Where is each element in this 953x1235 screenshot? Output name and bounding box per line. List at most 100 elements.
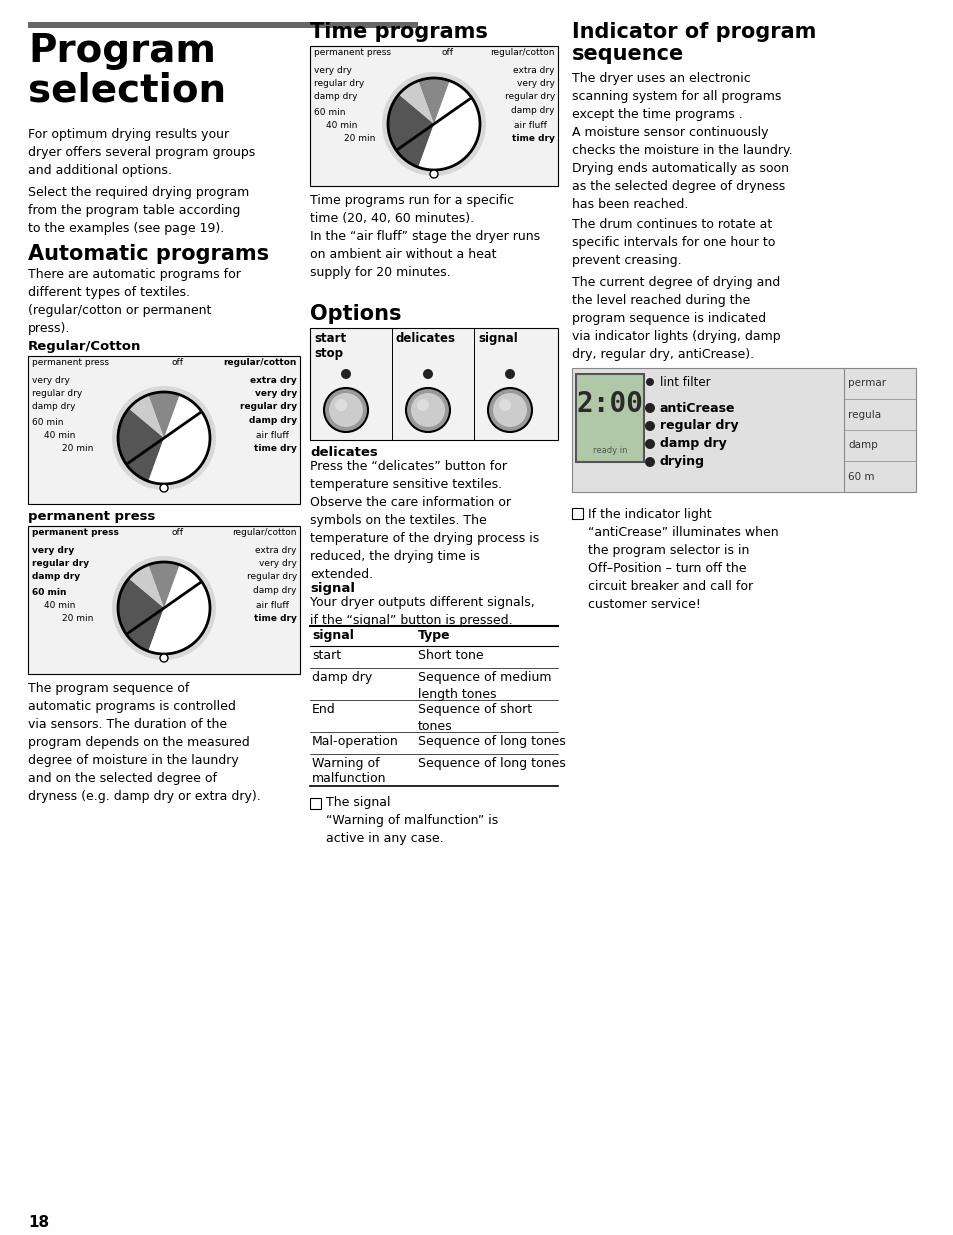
Circle shape	[430, 170, 437, 178]
Text: regular dry: regular dry	[314, 79, 364, 88]
Wedge shape	[148, 391, 179, 438]
Text: start
stop: start stop	[314, 332, 346, 359]
Wedge shape	[398, 80, 434, 124]
Text: If the indicator light
“antiCrease” illuminates when
the program selector is in
: If the indicator light “antiCrease” illu…	[587, 508, 778, 611]
Text: signal: signal	[312, 629, 354, 642]
Text: damp dry: damp dry	[511, 106, 555, 115]
Text: End: End	[312, 703, 335, 716]
Circle shape	[411, 393, 444, 427]
Text: regular/cotton: regular/cotton	[233, 529, 296, 537]
Text: very dry: very dry	[259, 559, 296, 568]
Text: regular dry: regular dry	[32, 559, 89, 568]
Bar	[310, 798, 320, 809]
Circle shape	[493, 393, 526, 427]
Text: Sequence of short
tones: Sequence of short tones	[417, 703, 532, 734]
Text: For optimum drying results your
dryer offers several program groups
and addition: For optimum drying results your dryer of…	[28, 128, 255, 177]
Circle shape	[416, 399, 429, 411]
Wedge shape	[118, 409, 164, 482]
Text: Program
selection: Program selection	[28, 32, 226, 110]
Text: Sequence of long tones: Sequence of long tones	[417, 757, 565, 769]
Text: delicates: delicates	[395, 332, 456, 345]
Text: very dry: very dry	[32, 546, 74, 555]
Circle shape	[488, 388, 532, 432]
Text: Automatic programs: Automatic programs	[28, 245, 269, 264]
Circle shape	[112, 387, 215, 490]
Wedge shape	[129, 395, 164, 438]
Circle shape	[160, 655, 168, 662]
Text: off: off	[441, 48, 454, 57]
Text: time dry: time dry	[253, 614, 296, 622]
Text: time dry: time dry	[512, 135, 555, 143]
Text: damp dry: damp dry	[253, 585, 296, 595]
Circle shape	[504, 369, 515, 379]
Wedge shape	[148, 564, 210, 655]
Text: Select the required drying program
from the program table according
to the examp: Select the required drying program from …	[28, 186, 249, 235]
Text: regular/cotton: regular/cotton	[490, 48, 555, 57]
Circle shape	[112, 556, 215, 659]
Text: 40 min: 40 min	[326, 121, 357, 130]
Text: 60 min: 60 min	[32, 588, 67, 597]
Bar	[576, 374, 643, 462]
Text: 40 min: 40 min	[44, 601, 75, 610]
Text: off: off	[172, 358, 184, 367]
Text: Options: Options	[310, 304, 401, 324]
Text: air fluff: air fluff	[514, 121, 546, 130]
Text: extra dry: extra dry	[250, 375, 296, 385]
Text: 40 min: 40 min	[44, 431, 75, 440]
Wedge shape	[417, 80, 479, 170]
Text: time dry: time dry	[253, 445, 296, 453]
Text: There are automatic programs for
different types of textiles.
(regular/cotton or: There are automatic programs for differe…	[28, 268, 240, 335]
Circle shape	[645, 378, 654, 387]
Text: permanent press: permanent press	[314, 48, 391, 57]
Bar	[572, 368, 915, 492]
Circle shape	[498, 399, 511, 411]
Text: The drum continues to rotate at
specific intervals for one hour to
prevent creas: The drum continues to rotate at specific…	[572, 219, 775, 267]
Text: permanent press: permanent press	[32, 529, 119, 537]
Circle shape	[160, 484, 168, 492]
Text: very dry: very dry	[314, 65, 352, 75]
Circle shape	[644, 438, 655, 450]
Text: air fluff: air fluff	[255, 431, 289, 440]
Text: 60 min: 60 min	[314, 107, 345, 117]
Text: extra dry: extra dry	[255, 546, 296, 555]
Text: The dryer uses an electronic
scanning system for all programs
except the time pr: The dryer uses an electronic scanning sy…	[572, 72, 792, 211]
Text: 18: 18	[28, 1215, 49, 1230]
Text: damp dry: damp dry	[659, 437, 726, 451]
Text: air fluff: air fluff	[255, 601, 289, 610]
Circle shape	[381, 72, 485, 177]
Text: 60 min: 60 min	[32, 417, 64, 427]
Bar	[572, 508, 582, 519]
Bar	[310, 46, 558, 186]
Text: damp dry: damp dry	[32, 403, 75, 411]
Text: ready in: ready in	[592, 446, 626, 454]
Text: regular dry: regular dry	[659, 420, 738, 432]
Text: damp dry: damp dry	[32, 572, 80, 580]
Text: regular dry: regular dry	[239, 403, 296, 411]
Text: 20 min: 20 min	[62, 445, 93, 453]
Text: antiCrease: antiCrease	[659, 401, 735, 415]
Bar	[28, 356, 299, 504]
Text: damp dry: damp dry	[314, 91, 357, 101]
Text: Type: Type	[417, 629, 450, 642]
Text: off: off	[172, 529, 184, 537]
Text: extra dry: extra dry	[513, 65, 555, 75]
Circle shape	[422, 369, 433, 379]
Text: very dry: very dry	[254, 389, 296, 398]
Text: signal: signal	[310, 582, 355, 595]
Text: drying: drying	[659, 456, 704, 468]
Text: 20 min: 20 min	[62, 614, 93, 622]
Text: The current degree of drying and
the level reached during the
program sequence i: The current degree of drying and the lev…	[572, 275, 780, 361]
Text: 60 m: 60 m	[847, 472, 874, 482]
Text: damp: damp	[847, 441, 877, 451]
Text: Warning of
malfunction: Warning of malfunction	[312, 757, 386, 785]
Text: regular dry: regular dry	[247, 572, 296, 580]
Text: very dry: very dry	[517, 79, 555, 88]
Text: damp dry: damp dry	[249, 416, 296, 425]
Text: Time programs: Time programs	[310, 22, 487, 42]
Text: start: start	[312, 650, 341, 662]
Text: permar: permar	[847, 378, 885, 389]
Circle shape	[324, 388, 368, 432]
Text: Mal-operation: Mal-operation	[312, 735, 398, 748]
Text: The program sequence of
automatic programs is controlled
via sensors. The durati: The program sequence of automatic progra…	[28, 682, 260, 803]
Text: signal: signal	[477, 332, 517, 345]
